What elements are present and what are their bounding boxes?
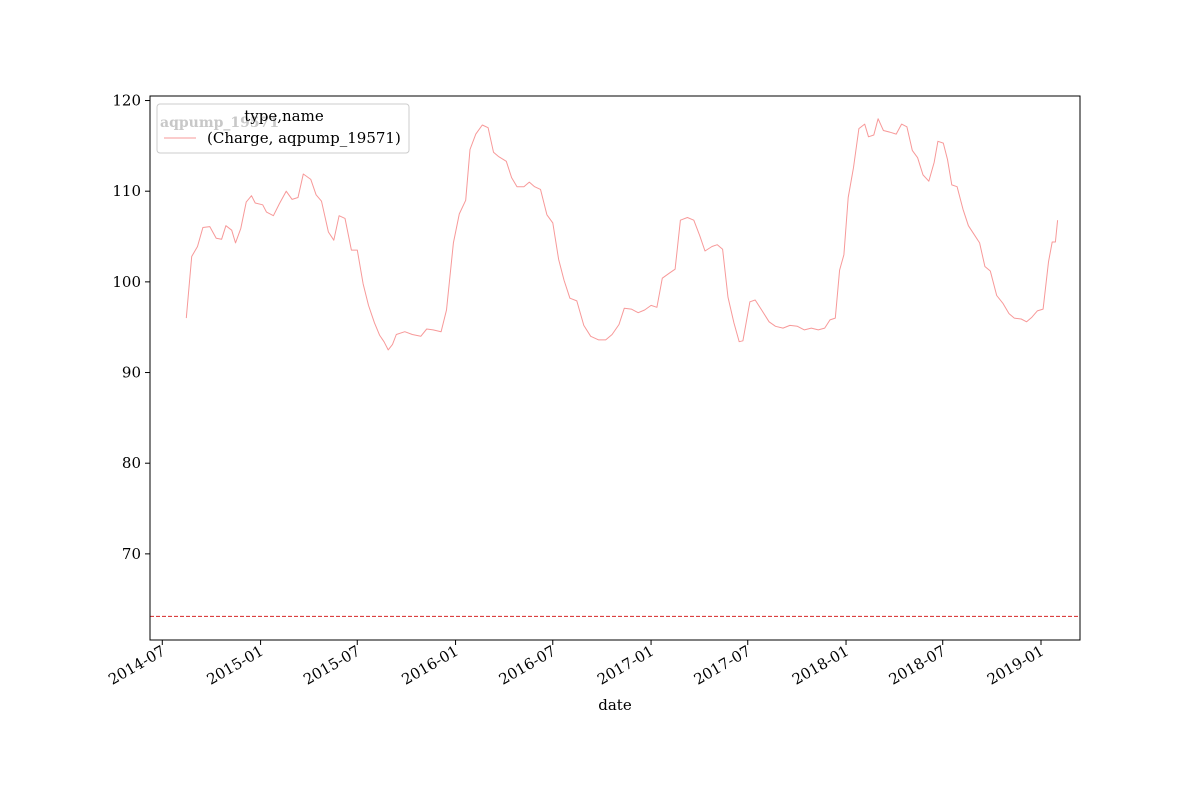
- y-tick-label: 80: [122, 454, 141, 472]
- y-axis-ticks: 70 80 90 100 110 120: [112, 92, 150, 563]
- legend-entry: (Charge, aqpump_19571): [207, 129, 401, 147]
- y-tick-label: 90: [122, 364, 141, 382]
- y-tick-label: 120: [112, 92, 141, 110]
- legend-box: [156, 103, 410, 154]
- legend: aqpump_19571 type,name (Charge, aqpump_1…: [156, 103, 410, 154]
- plot-area: [149, 95, 1081, 641]
- x-axis-label: date: [598, 696, 632, 714]
- y-tick-label: 110: [112, 182, 141, 200]
- y-tick-label: 70: [122, 545, 141, 563]
- axes-frame: [149, 95, 1081, 641]
- axes-background: [150, 96, 1080, 640]
- series-line-charge-aqpump-19571: [185, 118, 1059, 351]
- watermark-label: aqpump_19571: [160, 115, 279, 131]
- legend-title: type,name: [244, 107, 324, 125]
- y-tick-label: 100: [112, 273, 141, 291]
